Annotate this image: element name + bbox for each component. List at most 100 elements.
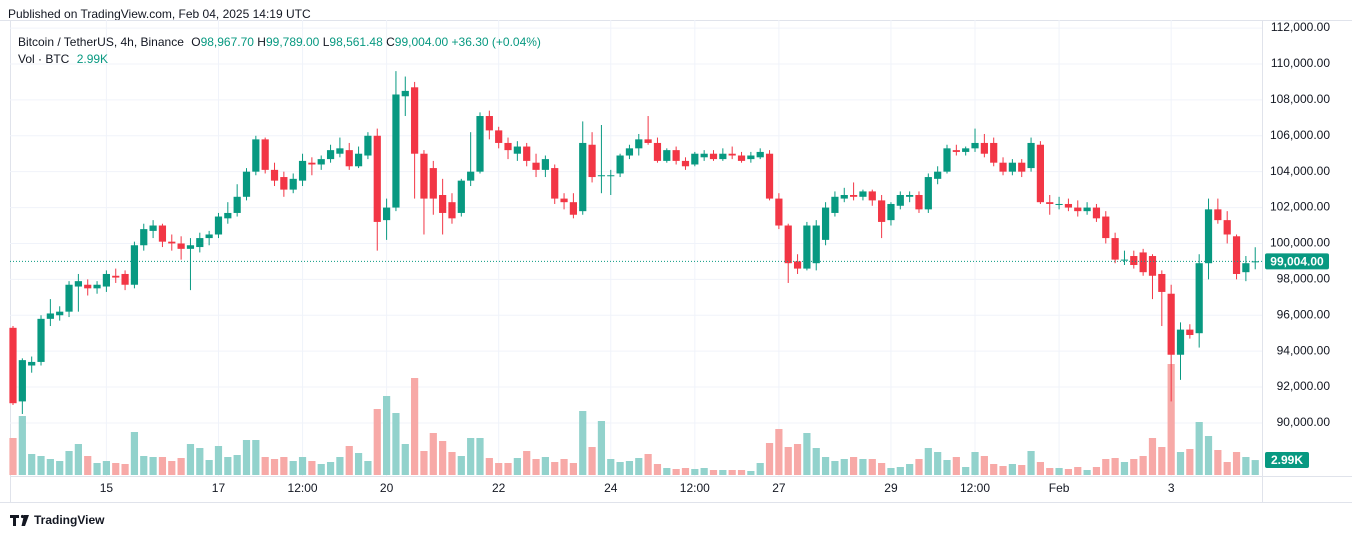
candle-body [943, 148, 951, 172]
candle-body [270, 169, 279, 181]
candle-body [700, 153, 708, 158]
y-tick-label: 92,000.00 [1277, 379, 1331, 393]
candle-body [635, 139, 643, 149]
volume-bar [140, 456, 148, 475]
candle-body [821, 207, 830, 240]
candle-body [467, 171, 475, 181]
volume-bar [924, 448, 932, 475]
candle-body [579, 142, 587, 212]
volume-bar [775, 429, 783, 475]
volume-bar [336, 457, 344, 475]
volume-bar [373, 409, 381, 475]
last-price-label: 99,004.00 [1270, 255, 1324, 269]
candle-body [1242, 263, 1250, 273]
volume-bar [401, 444, 409, 475]
candle-body [1130, 256, 1138, 265]
candle-body [793, 261, 802, 269]
candle-body [280, 177, 288, 190]
candle-body [457, 180, 465, 213]
volume-bar [625, 461, 634, 475]
candle-body [140, 229, 148, 246]
volume-bar [1036, 462, 1044, 475]
volume-bar [653, 464, 662, 475]
symbol-legend: Bitcoin / TetherUS, 4h, Binance O98,967.… [18, 35, 541, 49]
candle-body [326, 150, 335, 160]
volume-bar [1046, 468, 1054, 475]
volume-bar [569, 463, 577, 475]
candle-body [999, 162, 1007, 172]
volume-bar [326, 462, 335, 475]
x-tick-label: 12:00 [288, 481, 318, 495]
volume-bar [46, 459, 54, 475]
volume-bar [1083, 470, 1091, 475]
candle-body [429, 168, 437, 199]
candle-body [1120, 259, 1129, 261]
volume-bar [37, 456, 45, 475]
candle-body [504, 142, 512, 151]
candle-body [868, 191, 876, 201]
y-tick-label: 108,000.00 [1270, 92, 1330, 106]
volume-bar [448, 452, 456, 475]
candle-body [1139, 252, 1147, 273]
candle-body [1204, 209, 1213, 264]
volume-bar [1111, 458, 1119, 475]
x-tick-label: 27 [772, 481, 786, 495]
volume-layer [9, 364, 1259, 475]
x-tick-label: 24 [604, 481, 618, 495]
volume-bar [1251, 460, 1259, 475]
volume-bar [1130, 459, 1138, 475]
candle-body [196, 238, 204, 248]
candle-body [681, 160, 690, 167]
candle-body [121, 273, 129, 285]
candle-body [803, 225, 811, 269]
volume-bar [93, 463, 101, 475]
candle-body [952, 150, 960, 152]
volume-bar [681, 468, 690, 475]
volume-bar [1204, 436, 1213, 475]
candle-body [1186, 329, 1194, 335]
candle-body [1102, 216, 1110, 239]
candle-body [336, 148, 344, 154]
volume-bar [233, 455, 241, 475]
candle-body [1092, 207, 1101, 219]
volume-name: Vol · BTC [18, 52, 70, 66]
candle-body [934, 171, 942, 179]
change-value: +36.30 (+0.04%) [451, 35, 541, 49]
low-key: L [322, 35, 330, 49]
x-tick-label: 12:00 [960, 481, 990, 495]
volume-bar [980, 456, 988, 475]
volume-bar [551, 462, 559, 475]
candle-body [887, 203, 895, 221]
volume-bar [112, 463, 120, 475]
volume-bar [523, 451, 531, 475]
candle-body [1036, 144, 1044, 203]
candle-body [560, 198, 568, 203]
volume-bar [1214, 450, 1222, 475]
candle-body [728, 153, 736, 156]
candle-body [214, 216, 223, 235]
volume-bar [242, 440, 251, 475]
volume-bar [354, 453, 363, 475]
volume-bar [383, 396, 391, 475]
volume-bar [765, 443, 774, 475]
brand-name: TradingView [34, 513, 105, 527]
volume-bar [1242, 457, 1250, 475]
candle-body [485, 116, 493, 131]
axis-layer: 112,000.00 110,000.00 108,000.00 106,000.00… [100, 20, 1331, 495]
candle-body [644, 139, 652, 143]
close-value: 99,004.00 [394, 35, 449, 49]
y-tick-label: 90,000.00 [1277, 415, 1331, 429]
y-tick-label: 98,000.00 [1277, 272, 1331, 286]
volume-bar [915, 459, 923, 475]
candle-body [859, 191, 867, 197]
volume-bar [513, 458, 521, 475]
volume-bar [887, 468, 895, 475]
candle-body [1055, 203, 1063, 205]
candle-body [840, 195, 848, 199]
candle-body [149, 225, 157, 231]
volume-bar [672, 469, 680, 475]
y-tick-label: 100,000.00 [1270, 236, 1330, 250]
volume-bar [607, 459, 615, 475]
volume-bar [663, 468, 671, 475]
